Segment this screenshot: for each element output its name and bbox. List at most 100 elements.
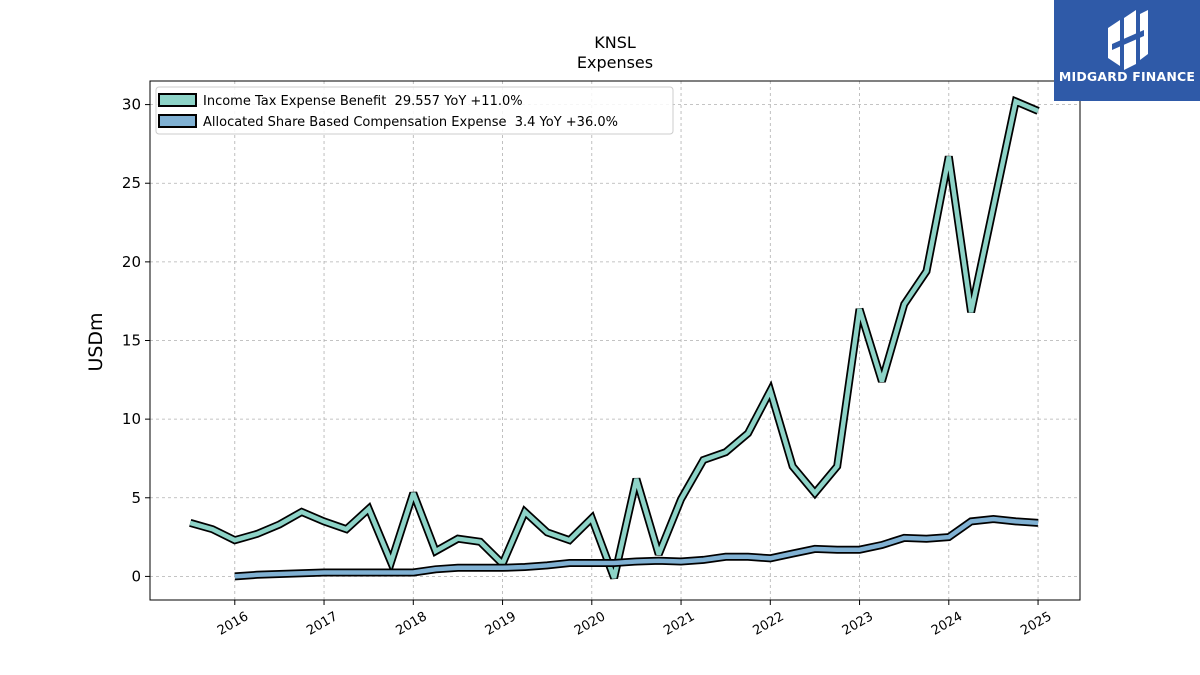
- data-point: [657, 553, 660, 556]
- data-point: [278, 523, 281, 526]
- data-point: [546, 531, 549, 534]
- data-point: [1014, 520, 1017, 523]
- series-1: [233, 514, 1040, 581]
- logo-text: MIDGARD FINANCE: [1058, 69, 1196, 84]
- data-point: [189, 521, 192, 524]
- data-point: [233, 575, 236, 578]
- data-point: [903, 303, 906, 306]
- data-point: [925, 537, 928, 540]
- y-axis: 0 5 10 15 20 25 30: [122, 96, 150, 585]
- x-axis: 2016 2017 2018 2019 2020 2021 2022 2023 2024 2025: [215, 600, 1054, 639]
- data-point: [345, 571, 348, 574]
- data-point: [970, 520, 973, 523]
- data-point: [791, 465, 794, 468]
- data-point: [1037, 109, 1040, 112]
- data-point: [702, 558, 705, 561]
- data-point: [724, 555, 727, 558]
- data-point: [546, 564, 549, 567]
- data-point: [903, 536, 906, 539]
- data-point: [635, 560, 638, 563]
- data-point: [501, 566, 504, 569]
- data-point: [412, 571, 415, 574]
- data-point: [300, 510, 303, 513]
- data-point: [211, 528, 214, 531]
- data-point: [323, 571, 326, 574]
- data-point: [657, 559, 660, 562]
- data-point: [880, 380, 883, 383]
- data-point: [233, 539, 236, 542]
- y-tick-label: 0: [131, 567, 141, 585]
- data-point: [992, 205, 995, 208]
- legend-swatch-share-comp: [158, 114, 197, 128]
- legend-swatch-income-tax: [158, 93, 197, 107]
- legend-label-income-tax: Income Tax Expense Benefit 29.557 YoY +1…: [203, 94, 523, 109]
- data-point: [947, 155, 950, 158]
- x-tick-label: 2023: [840, 609, 876, 639]
- data-point: [880, 543, 883, 546]
- chart-subtitle: Expenses: [577, 53, 653, 72]
- data-point: [746, 555, 749, 558]
- data-point: [724, 451, 727, 454]
- data-point: [680, 498, 683, 501]
- series-layer: [189, 95, 1040, 581]
- data-point: [858, 548, 861, 551]
- data-point: [256, 573, 259, 576]
- series-0: [189, 95, 1040, 580]
- data-point: [367, 507, 370, 510]
- data-point: [568, 562, 571, 565]
- data-point: [613, 562, 616, 565]
- x-tick-label: 2024: [929, 609, 965, 639]
- data-point: [590, 517, 593, 520]
- data-point: [769, 557, 772, 560]
- data-point: [836, 548, 839, 551]
- data-point: [1014, 100, 1017, 103]
- data-point: [836, 465, 839, 468]
- data-point: [389, 571, 392, 574]
- data-point: [278, 573, 281, 576]
- y-tick-label: 10: [122, 410, 141, 428]
- data-point: [680, 560, 683, 563]
- data-point: [479, 540, 482, 543]
- y-tick-label: 20: [122, 253, 141, 271]
- x-tick-label: 2016: [215, 609, 251, 639]
- y-tick-label: 30: [122, 96, 141, 114]
- brand-logo: MIDGARD FINANCE: [1054, 0, 1200, 101]
- y-tick-label: 5: [131, 489, 141, 507]
- data-point: [769, 389, 772, 392]
- data-point: [345, 528, 348, 531]
- x-tick-label: 2025: [1018, 609, 1054, 639]
- data-point: [256, 532, 259, 535]
- data-point: [1037, 521, 1040, 524]
- legend: Income Tax Expense Benefit 29.557 YoY +1…: [155, 86, 674, 135]
- data-point: [590, 562, 593, 565]
- data-point: [613, 576, 616, 579]
- data-point: [813, 492, 816, 495]
- data-point: [858, 308, 861, 311]
- data-point: [434, 568, 437, 571]
- data-point: [412, 492, 415, 495]
- data-point: [746, 432, 749, 435]
- legend-label-share-comp: Allocated Share Based Compensation Expen…: [203, 115, 618, 130]
- y-tick-label: 15: [122, 332, 141, 350]
- data-point: [813, 547, 816, 550]
- data-point: [568, 539, 571, 542]
- data-point: [479, 566, 482, 569]
- logo-mark-icon: [1108, 10, 1148, 70]
- data-point: [323, 520, 326, 523]
- data-point: [791, 552, 794, 555]
- series-line: [189, 98, 1039, 579]
- y-axis-label: USDm: [85, 312, 107, 371]
- x-tick-label: 2020: [572, 609, 608, 639]
- data-point: [992, 518, 995, 521]
- data-point: [523, 565, 526, 568]
- data-point: [970, 311, 973, 314]
- data-point: [635, 477, 638, 480]
- y-tick-label: 25: [122, 174, 141, 192]
- data-point: [456, 537, 459, 540]
- series-line: [234, 516, 1039, 579]
- data-point: [300, 572, 303, 575]
- legend-box: [155, 86, 674, 135]
- data-point: [389, 561, 392, 564]
- data-point: [434, 550, 437, 553]
